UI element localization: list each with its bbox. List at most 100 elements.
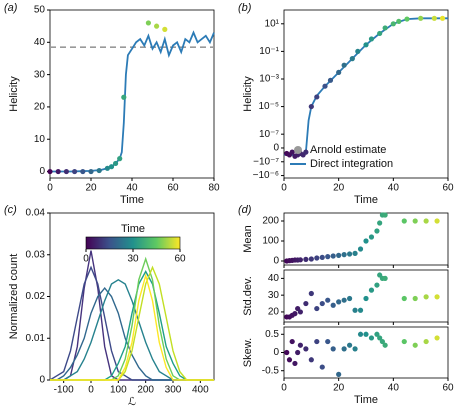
- estimate-point: [72, 168, 78, 175]
- x-axis-label: ℒ: [128, 396, 136, 408]
- stat-point: [401, 338, 407, 345]
- stat-point: [347, 342, 353, 348]
- plot-frame: [49, 9, 215, 179]
- estimate-point: [104, 165, 110, 171]
- x-tick-label: -100: [54, 385, 74, 396]
- stat-point: [303, 300, 309, 307]
- stat-point: [314, 338, 320, 345]
- stat-point: [382, 275, 388, 281]
- x-tick-label: 400: [192, 385, 209, 396]
- stat-point: [412, 295, 418, 302]
- stat-point: [352, 346, 358, 352]
- legend-label: Arnold estimate: [310, 144, 386, 156]
- estimate-point: [336, 69, 342, 76]
- y-tick-label: 10⁻⁵: [258, 101, 279, 112]
- stat-point: [352, 307, 358, 313]
- stat-point: [434, 294, 440, 300]
- y-axis-label: Std.dev.: [242, 276, 254, 316]
- estimate-point: [368, 36, 375, 42]
- estimate-point: [55, 168, 61, 175]
- estimate-point: [47, 168, 53, 175]
- y-tick-label: 40: [34, 37, 46, 48]
- stat-point: [363, 331, 369, 337]
- x-tick-label: 40: [388, 383, 400, 394]
- stat-point: [297, 342, 303, 348]
- stat-point: [423, 294, 429, 300]
- x-tick-label: 0: [281, 383, 287, 394]
- stat-point: [308, 256, 314, 262]
- stat-point: [289, 338, 295, 345]
- stat-point: [292, 360, 298, 367]
- stat-point: [341, 252, 347, 258]
- data-line: [283, 17, 448, 158]
- estimate-point: [404, 16, 410, 22]
- y-tick-label: 10⁻¹: [259, 46, 279, 57]
- stat-point: [308, 357, 314, 363]
- estimate-point: [108, 164, 115, 170]
- legend-label: Direct integration: [310, 158, 393, 170]
- estimate-point: [289, 149, 295, 155]
- x-tick-label: 300: [165, 385, 182, 396]
- x-axis-label: Time: [120, 194, 144, 206]
- stat-point: [325, 254, 331, 260]
- stat-point: [374, 228, 380, 234]
- y-tick-label: 10⁻³: [259, 74, 279, 85]
- y-tick-label: 40: [268, 273, 280, 284]
- stat-point: [374, 331, 380, 337]
- stat-point: [286, 357, 293, 363]
- stat-point: [377, 335, 383, 341]
- y-tick-label: 30: [268, 290, 280, 301]
- estimate-point: [390, 21, 396, 27]
- distribution-line: [50, 272, 214, 381]
- stat-point: [314, 255, 320, 261]
- estimate-point: [303, 149, 309, 155]
- legend-marker: [294, 146, 302, 154]
- y-tick-label: 0: [39, 166, 45, 177]
- stat-point: [341, 297, 347, 303]
- distribution-line: [50, 256, 214, 381]
- stat-point: [412, 342, 418, 348]
- estimate-point: [431, 15, 437, 21]
- stat-point: [368, 287, 375, 293]
- y-tick-label: 0.02: [26, 291, 46, 302]
- stat-point: [308, 290, 314, 297]
- stat-point: [336, 252, 342, 258]
- estimate-point: [113, 160, 119, 167]
- stat-point: [347, 251, 353, 257]
- stat-point: [336, 299, 342, 305]
- y-axis-label: Mean: [242, 225, 254, 253]
- y-tick-label: 0: [273, 256, 279, 267]
- data-line: [50, 30, 215, 173]
- y-tick-label: -0.5: [262, 365, 280, 376]
- x-tick-label: 20: [85, 183, 97, 194]
- stat-point: [330, 302, 336, 308]
- stat-point: [297, 309, 303, 315]
- stat-point: [368, 234, 375, 240]
- estimate-point: [88, 168, 94, 175]
- y-tick-label: 20: [268, 307, 280, 318]
- stat-point: [319, 364, 325, 370]
- stat-point: [379, 338, 385, 345]
- y-tick-label: 0.01: [26, 333, 46, 344]
- estimate-point: [327, 77, 334, 83]
- estimate-point: [162, 26, 168, 32]
- x-tick-label: 200: [137, 385, 154, 396]
- stat-point: [319, 254, 325, 260]
- y-axis-label: Skew.: [242, 338, 254, 367]
- y-tick-label: 0.03: [26, 249, 46, 260]
- estimate-point: [341, 62, 347, 68]
- stat-point: [377, 220, 383, 226]
- y-tick-label: −10⁻⁶: [253, 170, 279, 181]
- panel-label: (b): [238, 2, 252, 14]
- panel-label: (d): [238, 204, 252, 216]
- y-tick-label: 10¹: [265, 18, 280, 29]
- stat-point: [347, 295, 353, 302]
- estimate-point: [96, 167, 102, 174]
- x-tick-label: 20: [333, 383, 345, 394]
- y-tick-label: 10: [34, 134, 46, 145]
- stat-point: [314, 305, 320, 312]
- stat-point: [325, 338, 331, 345]
- stat-point: [434, 218, 440, 224]
- y-axis-label: Normalized count: [8, 254, 20, 340]
